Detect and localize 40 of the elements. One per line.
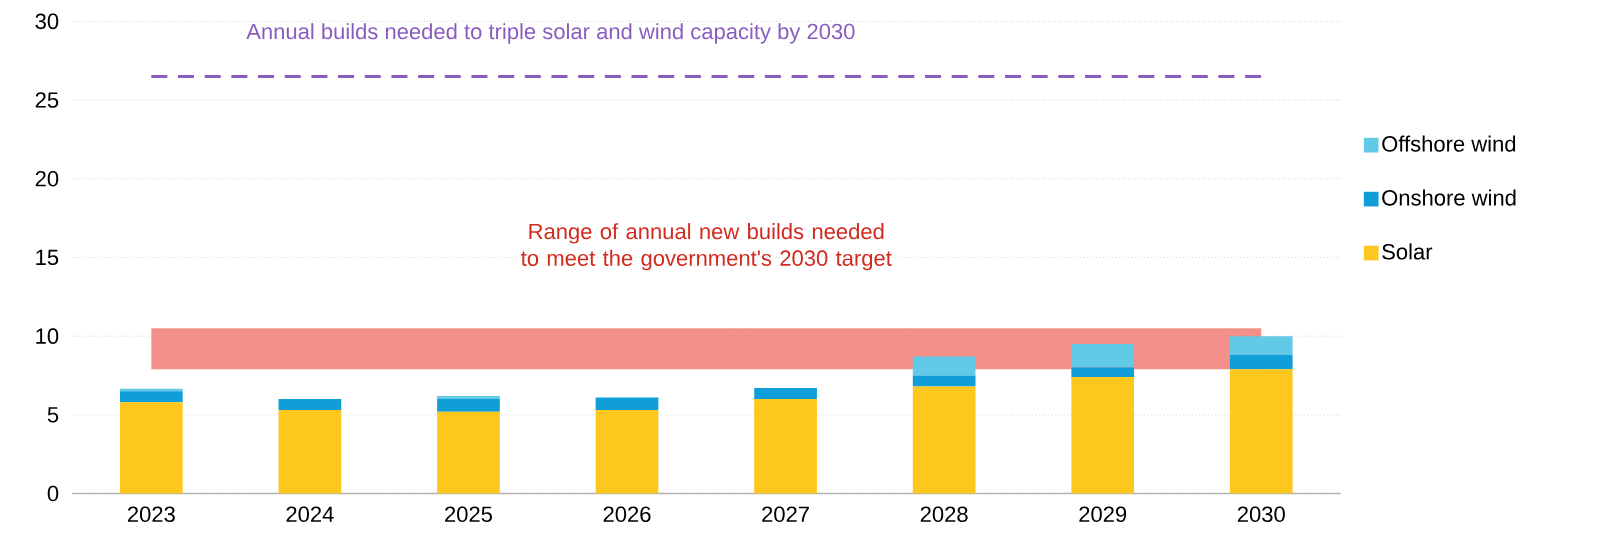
legend-label: Onshore wind [1382, 189, 1516, 206]
bar [595, 410, 659, 494]
bar [754, 398, 817, 494]
x-tick-label: 2029 [1079, 506, 1127, 522]
x-tick-label: 2028 [920, 506, 968, 522]
bar [1071, 343, 1135, 368]
x-tick-label: 2024 [286, 506, 334, 522]
bar [278, 398, 342, 410]
bar [912, 356, 976, 376]
y-tick-label: 15 [36, 249, 59, 265]
x-tick-label: 2030 [1237, 506, 1285, 522]
bar [912, 386, 976, 494]
y-tick-label: 0 [47, 485, 59, 502]
x-tick-label: 2025 [445, 506, 492, 522]
x-tick-label: 2023 [127, 506, 175, 522]
y-tick-label: 20 [35, 170, 59, 187]
y-tick-label: 25 [35, 92, 59, 108]
legend-label: Offshore wind [1382, 135, 1516, 152]
bar [912, 375, 976, 387]
y-tick-label: 30 [35, 13, 59, 30]
x-tick-label: 2026 [603, 506, 651, 522]
bar [1229, 354, 1293, 370]
bar [437, 395, 500, 399]
bar [1071, 376, 1135, 494]
bar [595, 397, 659, 410]
bar [437, 411, 500, 494]
bar [119, 391, 183, 403]
bar [754, 387, 817, 399]
bar [119, 402, 183, 494]
band-label: Range of annual new builds needed to meet the government's 2030 target [521, 223, 892, 271]
bar [437, 398, 500, 412]
bar [278, 410, 342, 494]
y-tick-label: 10 [36, 328, 59, 344]
bar [1229, 369, 1293, 494]
bar [1229, 336, 1293, 355]
y-tick-label: 5 [47, 407, 59, 423]
x-tick-label: 2027 [762, 506, 809, 522]
ref-line-label: Annual builds needed to triple solar and wind capacity by 2030 [246, 23, 855, 44]
legend-label: Solar [1382, 243, 1433, 260]
bar [1071, 367, 1135, 377]
